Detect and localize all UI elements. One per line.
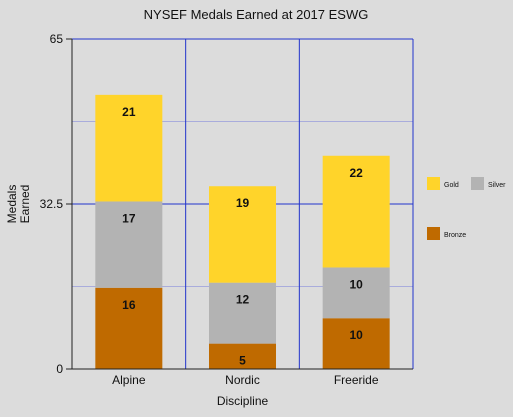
data-label: 12 <box>236 293 250 307</box>
x-tick-label: Alpine <box>112 373 146 387</box>
legend-swatch-silver <box>471 177 484 190</box>
bar-gold-alpine <box>95 94 163 202</box>
bar-gold-freeride <box>322 155 390 268</box>
legend-swatch-gold <box>427 177 440 190</box>
bar-bronze-nordic <box>209 343 276 369</box>
y-axis-label-line: Earned <box>18 185 32 224</box>
legend: Gold Silver Bronze <box>427 177 506 240</box>
data-label: 16 <box>122 298 136 312</box>
bar-silver-freeride <box>322 267 390 319</box>
y-tick-label: 0 <box>56 362 63 376</box>
data-label: 5 <box>239 354 246 368</box>
y-axis-label: MedalsEarned <box>5 185 32 224</box>
data-label: 17 <box>122 211 136 225</box>
bar-silver-nordic <box>209 282 276 344</box>
data-label: 10 <box>349 277 363 291</box>
bar-bronze-alpine <box>95 287 163 369</box>
legend-label-bronze: Bronze <box>444 232 466 239</box>
x-tick-label: Nordic <box>225 373 260 387</box>
y-axis-label-line: Medals <box>5 185 19 224</box>
bar-bronze-freeride <box>322 318 390 369</box>
axes: Alpine Nordic Freeride 0 32.5 65 Discipline Med… <box>5 32 413 408</box>
bar-gold-nordic <box>209 186 276 283</box>
legend-label-silver: Silver <box>488 182 506 189</box>
bar-silver-alpine <box>95 201 163 288</box>
data-label: 19 <box>236 196 250 210</box>
data-labels: 16 17 21 5 12 19 10 10 22 <box>122 105 363 368</box>
data-label: 10 <box>349 328 363 342</box>
data-label: 21 <box>122 105 136 119</box>
chart-title: NYSEF Medals Earned at 2017 ESWG <box>144 7 369 22</box>
legend-label-gold: Gold <box>444 182 459 189</box>
data-label: 22 <box>349 166 363 180</box>
x-tick-label: Freeride <box>334 373 379 387</box>
legend-swatch-bronze <box>427 227 440 240</box>
y-tick-label: 65 <box>50 32 64 46</box>
bars <box>95 94 390 369</box>
x-axis-label: Discipline <box>217 394 269 408</box>
y-tick-label: 32.5 <box>40 197 64 211</box>
